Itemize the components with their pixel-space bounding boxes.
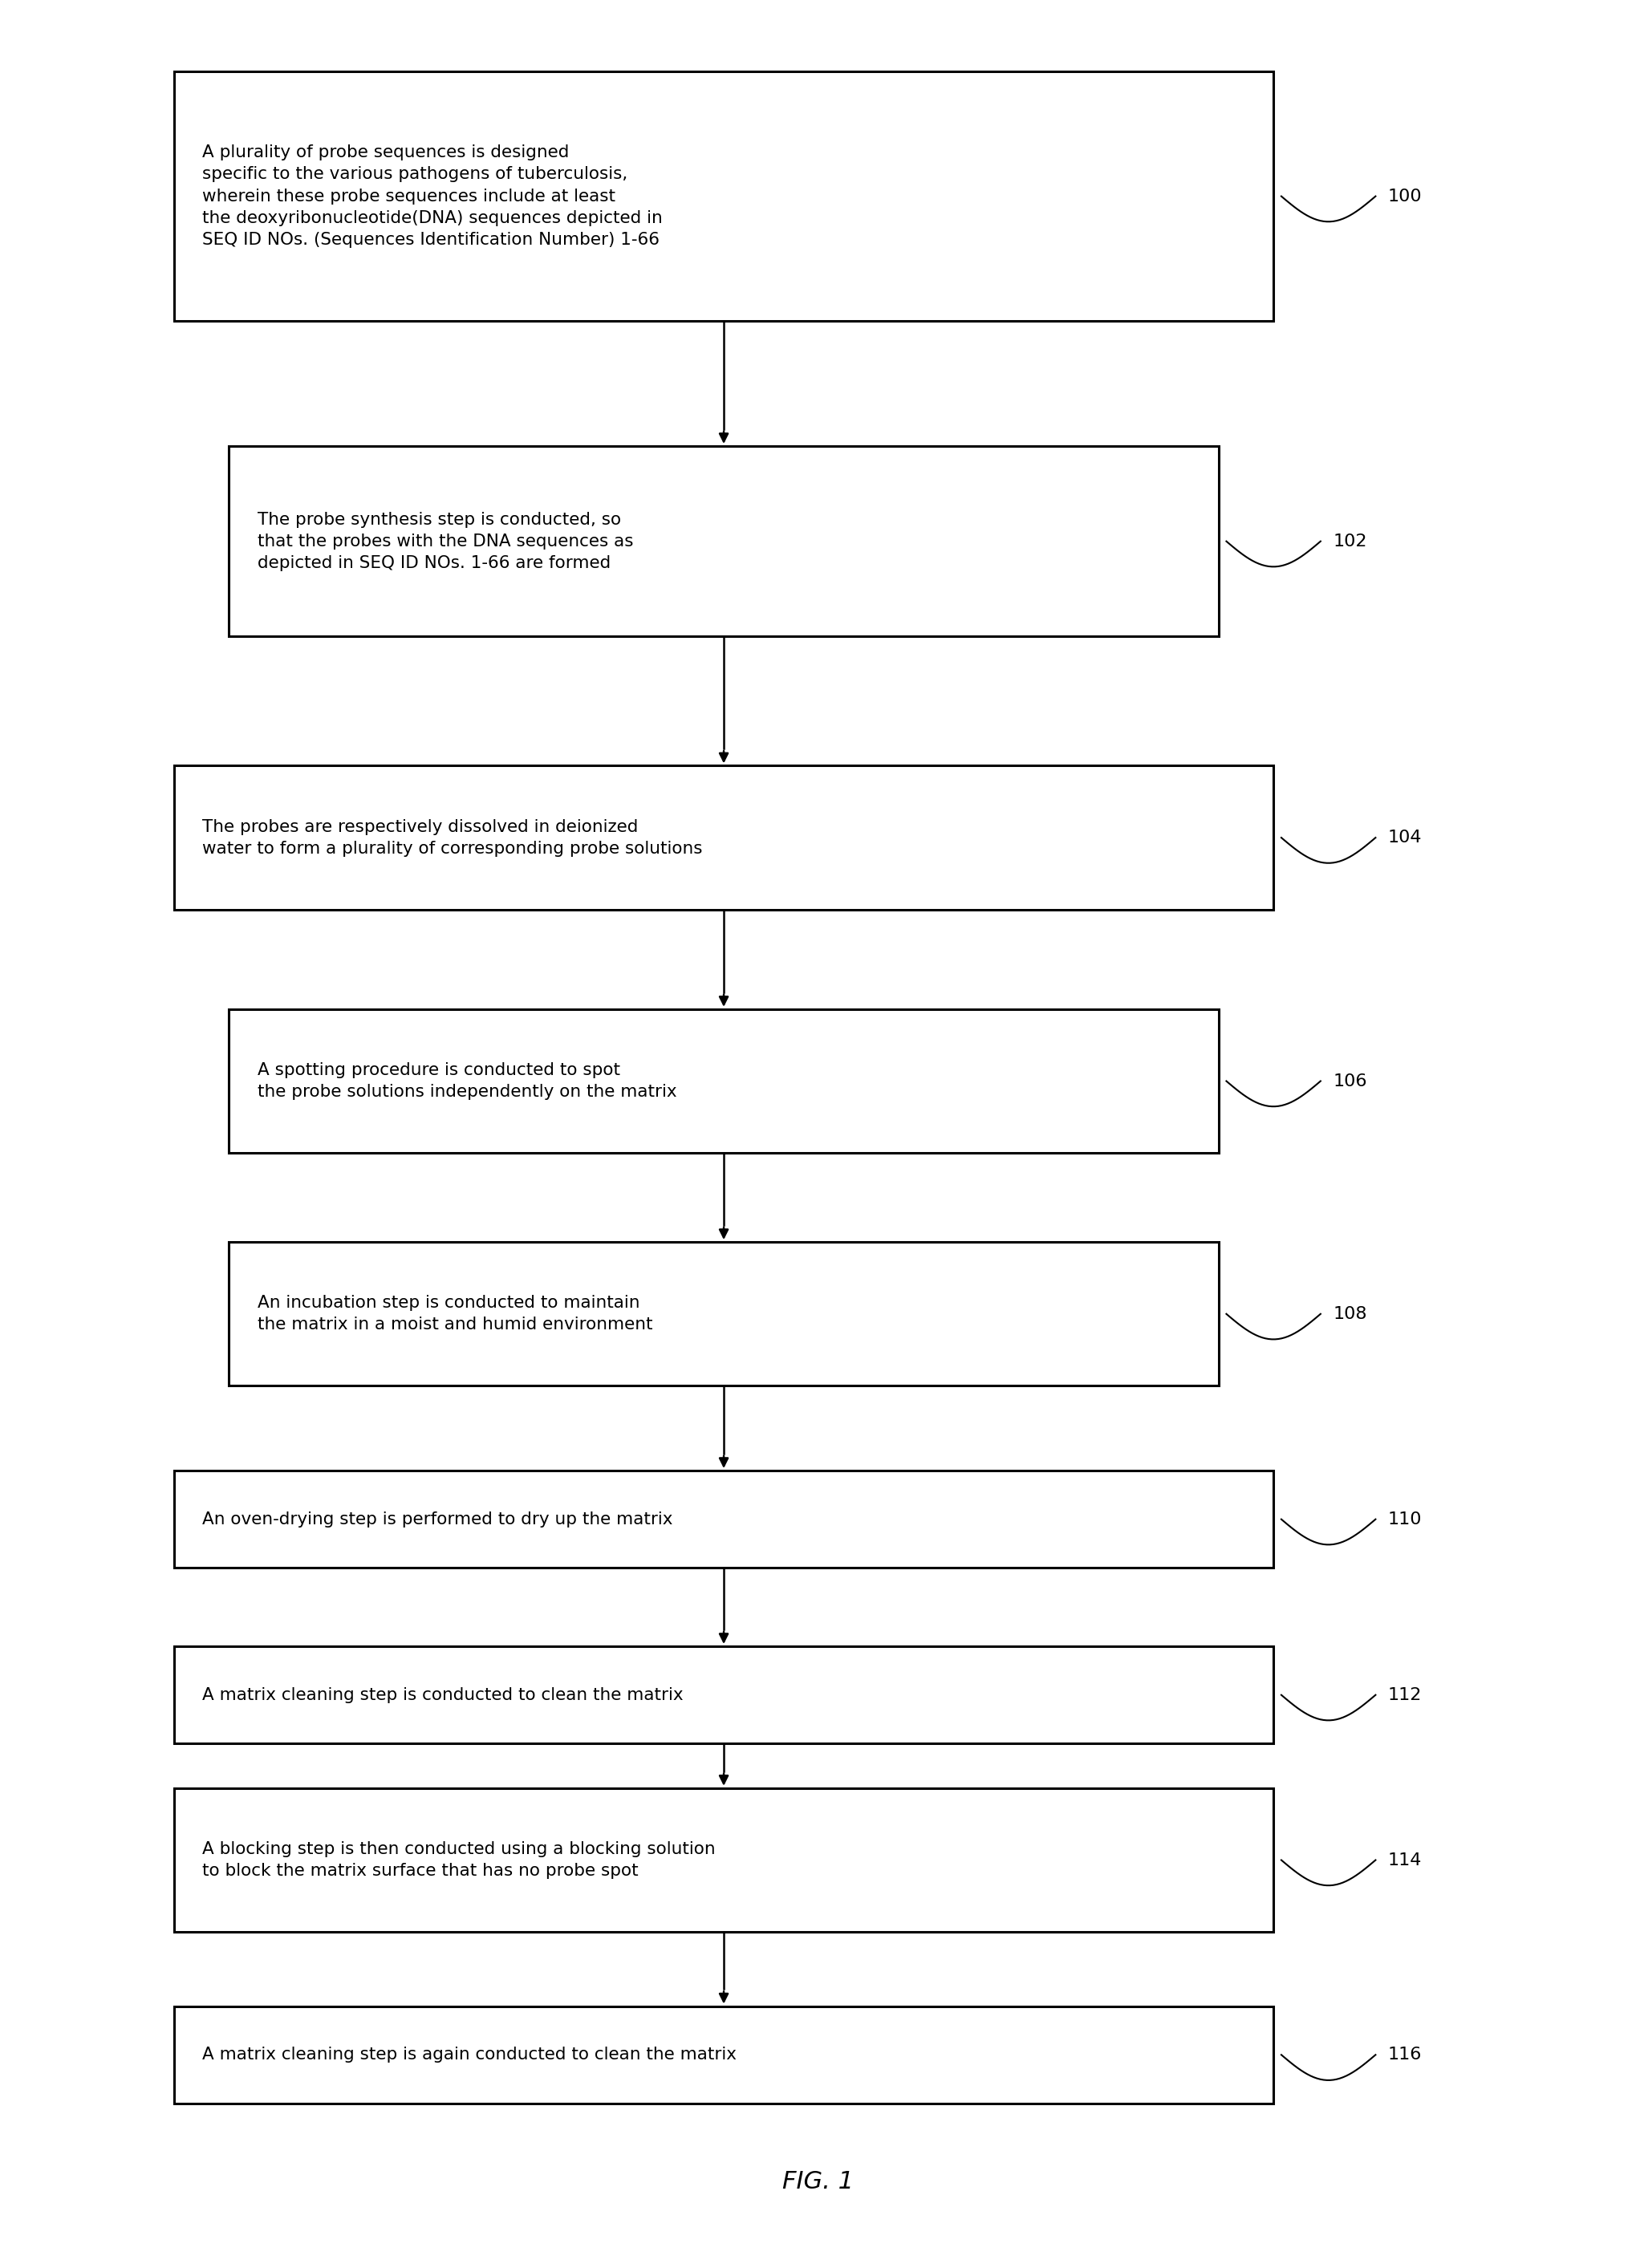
Text: 106: 106 [1333, 1073, 1368, 1089]
Text: An oven-drying step is performed to dry up the matrix: An oven-drying step is performed to dry … [203, 1510, 672, 1526]
Text: A spotting procedure is conducted to spot
the probe solutions independently on t: A spotting procedure is conducted to spo… [257, 1061, 677, 1100]
Text: 112: 112 [1387, 1687, 1422, 1703]
Text: The probes are respectively dissolved in deionized
water to form a plurality of : The probes are respectively dissolved in… [203, 819, 702, 857]
FancyBboxPatch shape [229, 447, 1219, 637]
Text: 102: 102 [1333, 533, 1368, 549]
Text: A blocking step is then conducted using a blocking solution
to block the matrix : A blocking step is then conducted using … [203, 1842, 715, 1878]
Text: FIG. 1: FIG. 1 [782, 2170, 854, 2193]
FancyBboxPatch shape [173, 1787, 1273, 1932]
FancyBboxPatch shape [229, 1009, 1219, 1152]
FancyBboxPatch shape [173, 767, 1273, 909]
Text: The probe synthesis step is conducted, so
that the probes with the DNA sequences: The probe synthesis step is conducted, s… [257, 513, 633, 572]
Text: An incubation step is conducted to maintain
the matrix in a moist and humid envi: An incubation step is conducted to maint… [257, 1295, 653, 1334]
Text: 110: 110 [1387, 1510, 1422, 1526]
FancyBboxPatch shape [173, 2007, 1273, 2102]
Text: 114: 114 [1387, 1853, 1422, 1869]
Text: 108: 108 [1333, 1306, 1368, 1322]
Text: 116: 116 [1387, 2046, 1422, 2064]
Text: A plurality of probe sequences is designed
specific to the various pathogens of : A plurality of probe sequences is design… [203, 145, 663, 247]
Text: 104: 104 [1387, 830, 1422, 846]
Text: A matrix cleaning step is again conducted to clean the matrix: A matrix cleaning step is again conducte… [203, 2046, 736, 2064]
Text: A matrix cleaning step is conducted to clean the matrix: A matrix cleaning step is conducted to c… [203, 1687, 684, 1703]
FancyBboxPatch shape [173, 1647, 1273, 1744]
FancyBboxPatch shape [173, 1470, 1273, 1567]
Text: 100: 100 [1387, 188, 1422, 204]
FancyBboxPatch shape [173, 70, 1273, 322]
FancyBboxPatch shape [229, 1243, 1219, 1386]
